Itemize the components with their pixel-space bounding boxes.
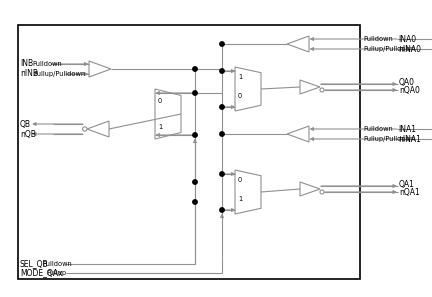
Text: 1: 1 <box>238 196 242 202</box>
Text: Pulldown: Pulldown <box>42 261 72 267</box>
Circle shape <box>220 208 224 212</box>
Text: nQA0: nQA0 <box>399 86 420 96</box>
Text: Pulldown: Pulldown <box>32 61 62 67</box>
Text: 1: 1 <box>238 74 242 80</box>
Text: nINB: nINB <box>20 69 38 78</box>
Text: MODE_QAx: MODE_QAx <box>20 268 63 277</box>
Text: INA1: INA1 <box>398 124 416 133</box>
Text: nINA0: nINA0 <box>398 45 421 53</box>
Text: 0: 0 <box>158 98 162 104</box>
Text: Pullup/Pulldown: Pullup/Pulldown <box>363 46 415 52</box>
Text: Pullup/Pulldown: Pullup/Pulldown <box>33 71 85 77</box>
Text: QA0: QA0 <box>399 78 415 88</box>
Text: QA1: QA1 <box>399 181 415 189</box>
Text: Pullup: Pullup <box>46 270 66 276</box>
Circle shape <box>220 105 224 109</box>
Text: Pullup/Pulldown: Pullup/Pulldown <box>363 136 415 142</box>
Text: 1: 1 <box>158 124 162 130</box>
Text: Pulldown: Pulldown <box>363 126 393 132</box>
Circle shape <box>193 133 197 137</box>
Text: Pulldown: Pulldown <box>363 36 393 42</box>
Circle shape <box>193 91 197 95</box>
Circle shape <box>193 67 197 71</box>
Text: nQB: nQB <box>20 129 36 138</box>
Circle shape <box>220 172 224 176</box>
Text: 0: 0 <box>238 177 242 183</box>
Circle shape <box>193 180 197 184</box>
Text: 0: 0 <box>238 93 242 99</box>
Circle shape <box>193 200 197 204</box>
Circle shape <box>220 132 224 136</box>
Text: nINA1: nINA1 <box>398 135 421 143</box>
Text: QB: QB <box>20 119 31 129</box>
Circle shape <box>220 69 224 73</box>
Text: SEL_QB: SEL_QB <box>20 260 49 268</box>
Circle shape <box>220 42 224 46</box>
Text: nQA1: nQA1 <box>399 189 420 198</box>
Text: INB: INB <box>20 59 33 69</box>
Text: INA0: INA0 <box>398 34 416 43</box>
Bar <box>18 25 360 279</box>
